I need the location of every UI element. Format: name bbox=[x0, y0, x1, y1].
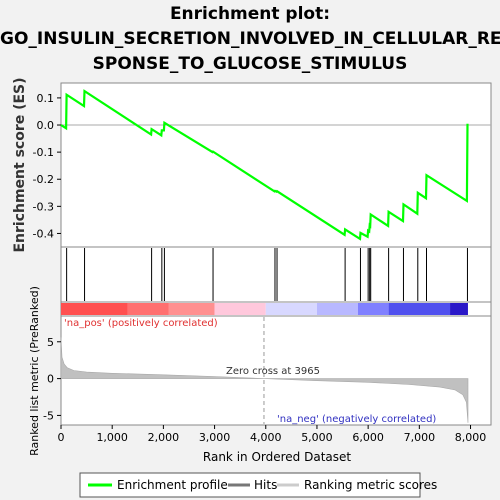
enrichment-profile-path bbox=[60, 89, 469, 241]
rank-panel bbox=[60, 315, 492, 426]
color-bar-segment bbox=[61, 303, 128, 315]
x-tick-label: 1,000 bbox=[96, 431, 128, 444]
x-tick-label: 3,000 bbox=[199, 431, 231, 444]
color-bar-segment bbox=[127, 303, 169, 315]
rank-y-tick-label: -5 bbox=[43, 409, 54, 422]
x-tick-label: 7,000 bbox=[404, 431, 436, 444]
negative-correlation-label: 'na_neg' (negatively correlated) bbox=[277, 414, 436, 425]
color-bar-segment bbox=[450, 303, 468, 315]
x-axis-ticks: 0 1,000 2,000 3,000 4,000 5,000 6,000 7,000 8,00… bbox=[58, 425, 487, 444]
rank-y-axis-label: Ranked list metric (PreRanked) bbox=[28, 286, 41, 456]
es-y-ticks: 0.1 0.0 -0.1 -0.2 -0.3 -0.4 bbox=[33, 92, 491, 240]
legend-hits-label: Hits bbox=[254, 478, 277, 492]
x-tick-label: 6,000 bbox=[352, 431, 384, 444]
x-tick-label: 5,000 bbox=[301, 431, 333, 444]
x-tick-label: 4,000 bbox=[250, 431, 282, 444]
x-axis-label: Rank in Ordered Dataset bbox=[203, 450, 351, 464]
color-bar bbox=[61, 303, 468, 315]
x-tick-label: 0 bbox=[58, 431, 65, 444]
hit-lines bbox=[66, 248, 468, 301]
x-tick-label: 8,000 bbox=[455, 431, 487, 444]
ranking-metric-area bbox=[60, 317, 469, 424]
chart-title-line-2: GO_INSULIN_SECRETION_INVOLVED_IN_CELLULA… bbox=[0, 29, 500, 49]
ranking-metric-fill bbox=[60, 337, 469, 423]
color-bar-segment bbox=[316, 303, 358, 315]
rank-y-tick-label: 5 bbox=[47, 336, 54, 349]
hits-panel bbox=[60, 246, 492, 303]
es-panel bbox=[60, 82, 492, 248]
es-y-tick-label: 0.0 bbox=[37, 119, 55, 132]
es-y-tick-label: -0.3 bbox=[33, 200, 54, 213]
legend-enrichment-label: Enrichment profile bbox=[117, 478, 228, 492]
color-bar-segment bbox=[388, 303, 451, 315]
legend-ranking-label: Ranking metric scores bbox=[304, 478, 437, 492]
rank-y-ticks: 5 0 -5 bbox=[43, 336, 61, 422]
enrichment-profile-line bbox=[60, 89, 469, 241]
zero-cross-label: Zero cross at 3965 bbox=[226, 366, 320, 377]
es-y-tick-label: -0.1 bbox=[33, 146, 54, 159]
rank-y-tick-label: 0 bbox=[47, 373, 54, 386]
color-bar-segment bbox=[168, 303, 215, 315]
color-bar-segment bbox=[214, 303, 266, 315]
positive-correlation-label: 'na_pos' (positively correlated) bbox=[64, 318, 218, 329]
es-y-tick-label: 0.1 bbox=[37, 92, 55, 105]
x-tick-label: 2,000 bbox=[148, 431, 180, 444]
chart-title-line-3: SPONSE_TO_GLUCOSE_STIMULUS bbox=[92, 54, 408, 74]
color-bar-segment bbox=[265, 303, 317, 315]
color-bar-segment bbox=[357, 303, 389, 315]
es-y-axis-label: Enrichment score (ES) bbox=[12, 77, 28, 252]
chart-title-line-1: Enrichment plot: bbox=[169, 4, 331, 24]
es-y-tick-label: -0.4 bbox=[33, 227, 54, 240]
es-y-tick-label: -0.2 bbox=[33, 173, 54, 186]
